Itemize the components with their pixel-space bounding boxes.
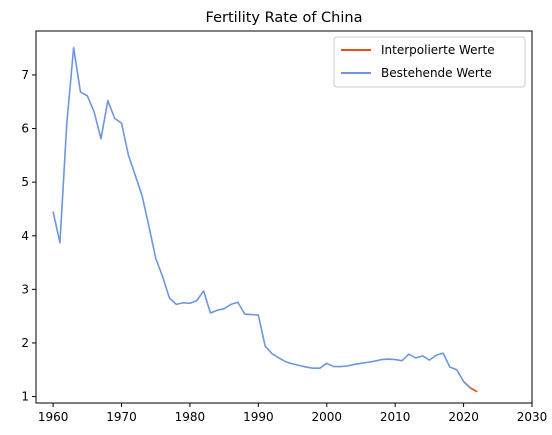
- x-tick-label: 1970: [106, 410, 137, 424]
- series-lines: [52, 46, 478, 393]
- y-tick-label: 4: [21, 229, 29, 243]
- x-tick-label: 1980: [175, 410, 206, 424]
- x-tick-label: 2010: [380, 410, 411, 424]
- x-tick-label: 2000: [311, 410, 342, 424]
- x-tick-label: 2020: [448, 410, 479, 424]
- series-line-existing: [52, 46, 471, 389]
- legend-box: [333, 36, 526, 88]
- y-tick-label: 3: [21, 282, 29, 296]
- y-axis: 1 2 3 4 5 6 7: [21, 68, 36, 404]
- plot-area: [35, 30, 533, 404]
- x-tick-label: 2030: [517, 410, 548, 424]
- y-tick-label: 2: [21, 336, 29, 350]
- y-tick-label: 7: [21, 68, 29, 82]
- y-tick-label: 1: [21, 390, 29, 404]
- chart-title: Fertility Rate of China: [206, 10, 363, 26]
- legend-label-existing: Bestehende Werte: [381, 66, 492, 80]
- x-tick-label: 1990: [243, 410, 274, 424]
- legend: Interpolierte Werte Bestehende Werte: [333, 36, 526, 88]
- y-tick-label: 5: [21, 175, 29, 189]
- x-axis: 1960 1970 1980 1990 2000 2010 2020 2030: [38, 403, 547, 424]
- y-tick-label: 6: [21, 122, 29, 136]
- x-tick-label: 1960: [38, 410, 69, 424]
- legend-label-interpolated: Interpolierte Werte: [381, 43, 495, 57]
